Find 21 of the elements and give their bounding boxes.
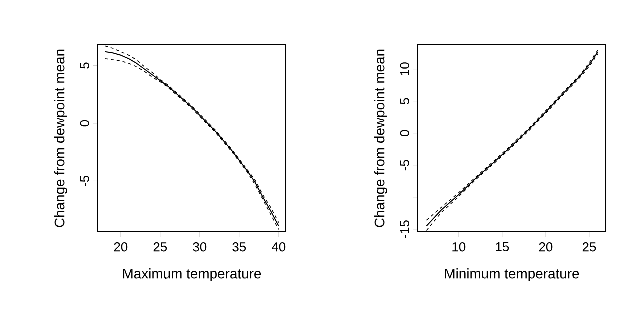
x-tick-label: 15 [496, 242, 510, 252]
y-tick-label: 5 [80, 62, 90, 69]
x-axis-title: Minimum temperature [445, 268, 580, 282]
y-tick-label: -15 [400, 220, 410, 238]
x-tick-label: 25 [154, 242, 168, 252]
x-tick-label: 20 [114, 242, 128, 252]
y-tick-label: 0 [400, 130, 410, 136]
x-tick-label: 35 [232, 242, 246, 252]
y-axis-title: Change from dewpoint mean [374, 50, 388, 228]
y-tick-label: 10 [400, 62, 410, 76]
y-tick-label: 5 [400, 98, 410, 104]
x-tick-label: 10 [452, 242, 466, 252]
x-axis-title: Maximum temperature [123, 268, 262, 282]
x-tick-label: 20 [539, 242, 553, 252]
y-tick-label: 0 [80, 120, 90, 127]
y-tick-label: -5 [80, 176, 90, 186]
x-tick-label: 30 [193, 242, 207, 252]
x-tick-label: 25 [582, 242, 596, 252]
y-tick-label: -5 [400, 160, 410, 171]
y-axis-title: Change from dewpoint mean [54, 50, 68, 228]
x-tick-label: 40 [272, 242, 286, 252]
